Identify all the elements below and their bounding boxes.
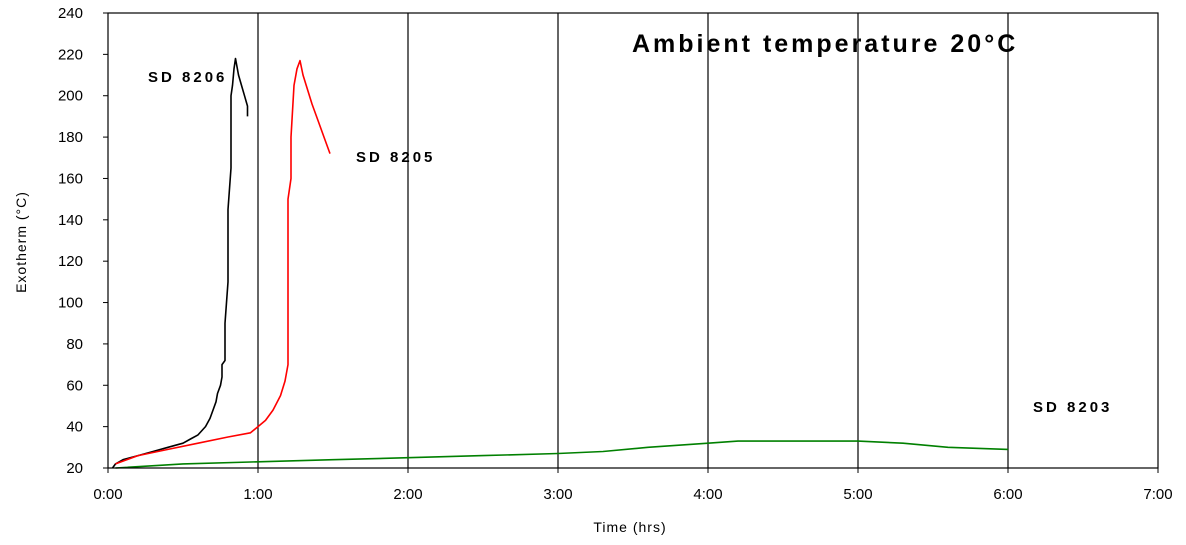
x-tick-label: 0:00 (93, 486, 122, 503)
series-label-sd-8203: SD 8203 (1033, 399, 1112, 416)
y-tick-label: 100 (58, 295, 83, 312)
vertical-gridlines (257, 13, 1009, 468)
x-tick-label: 3:00 (543, 486, 572, 503)
y-tick-label: 80 (66, 336, 83, 353)
x-tick-label: 7:00 (1143, 486, 1172, 503)
y-tick-label: 180 (58, 129, 83, 146)
x-tick-label: 6:00 (993, 486, 1022, 503)
y-axis-ticks: 20 40 60 80 100 120 140 160 180 200 220 240 (58, 5, 108, 477)
series-line-sd-8205 (115, 59, 331, 465)
y-tick-label: 200 (58, 88, 83, 105)
plot-area-frame (107, 12, 1159, 469)
y-tick-label: 40 (66, 419, 83, 436)
chart-title: Ambient temperature 20°C (632, 30, 1018, 58)
y-tick-label: 120 (58, 253, 83, 270)
x-tick-label: 4:00 (693, 486, 722, 503)
y-tick-label: 220 (58, 46, 83, 63)
y-tick-label: 20 (66, 460, 83, 477)
y-tick-label: 240 (58, 5, 83, 22)
y-tick-label: 140 (58, 212, 83, 229)
series-line-sd-8203 (115, 440, 1009, 469)
series-label-sd-8206: SD 8206 (148, 69, 227, 86)
y-axis-label: Exotherm (°C) (13, 191, 29, 293)
x-tick-label: 5:00 (843, 486, 872, 503)
series-line-sd-8206 (111, 57, 249, 469)
x-tick-label: 1:00 (243, 486, 272, 503)
y-tick-label: 160 (58, 170, 83, 187)
series-label-sd-8205: SD 8205 (356, 149, 435, 166)
y-tick-label: 60 (66, 377, 83, 394)
x-tick-label: 2:00 (393, 486, 422, 503)
data-series (111, 57, 1009, 469)
x-axis-ticks: 0:00 1:00 2:00 3:00 4:00 5:00 6:00 7:00 (93, 468, 1173, 503)
x-axis-label: Time (hrs) (593, 519, 666, 535)
